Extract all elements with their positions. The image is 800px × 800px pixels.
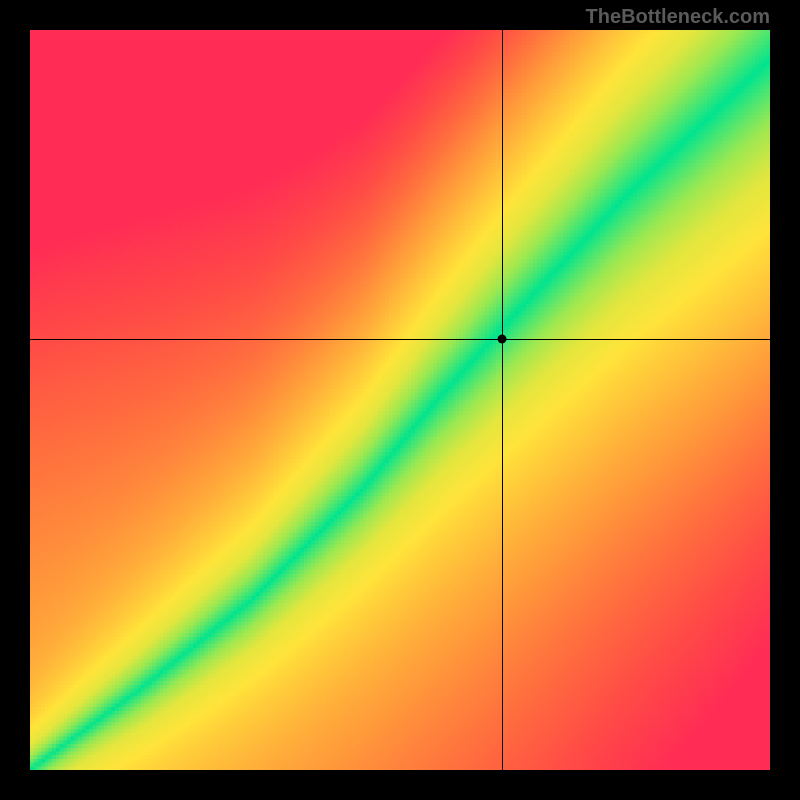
heatmap-plot-area (30, 30, 770, 770)
watermark-text: TheBottleneck.com (586, 6, 770, 29)
bottleneck-heatmap-canvas (30, 30, 770, 770)
